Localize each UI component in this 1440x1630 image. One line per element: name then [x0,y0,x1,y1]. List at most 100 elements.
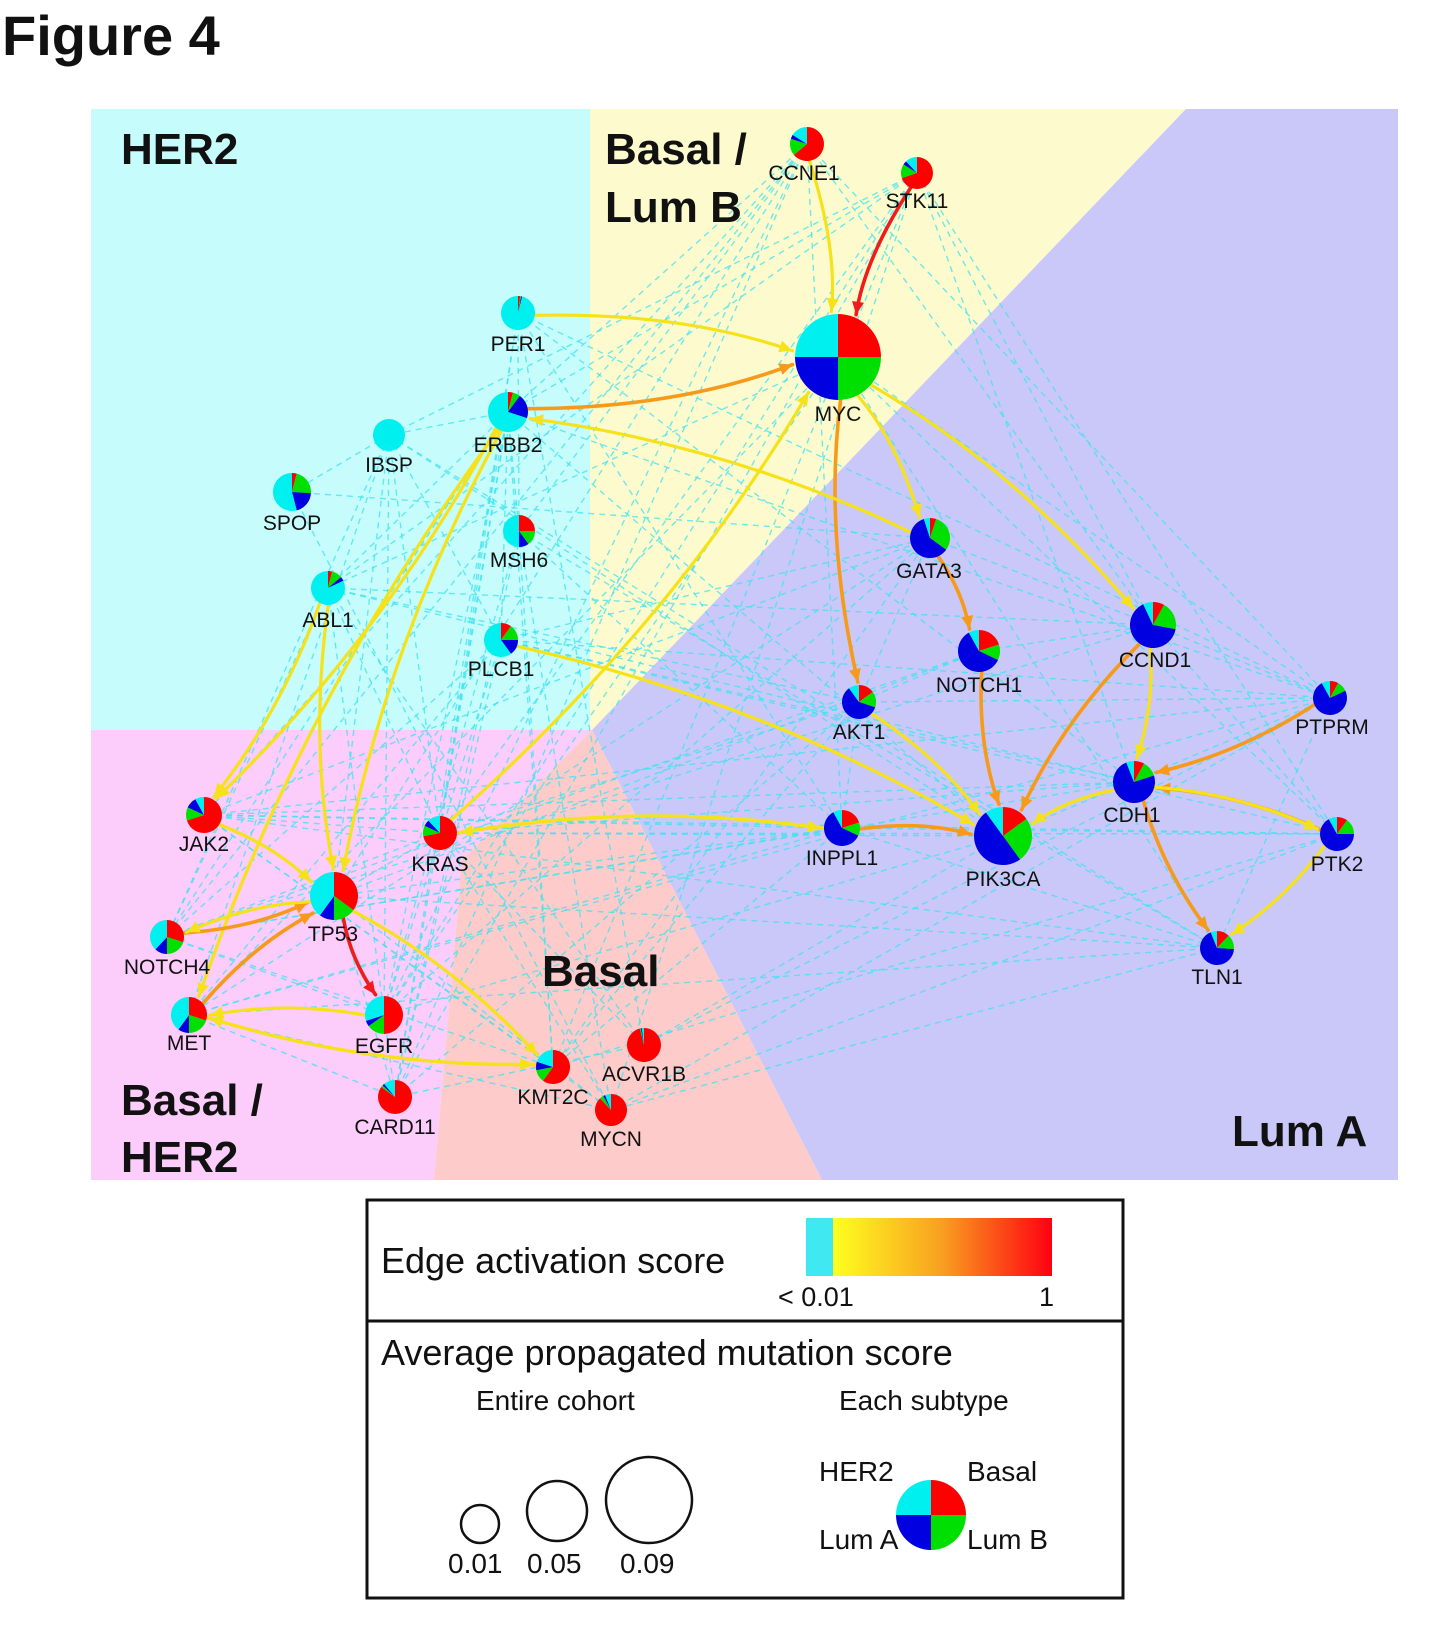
node-erbb2-slice-luma [508,395,528,419]
node-label-kras: KRAS [411,853,468,876]
edge-low-jak2-inppl1 [203,814,843,829]
node-tp53[interactable]: TP53 [308,872,358,946]
node-label-inppl1: INPPL1 [806,847,878,870]
node-abl1-slice-her2 [310,571,345,605]
edge-cdh1-tln1 [1141,799,1210,932]
node-egfr[interactable]: EGFR [355,996,413,1058]
node-plcb1[interactable]: PLCB1 [468,622,535,681]
edge-low-inppl1-tp53 [333,827,843,897]
node-label-mycn: MYCN [580,1128,642,1151]
node-mycn[interactable]: MYCN [580,1093,642,1151]
node-tp53-slice-basal [334,872,359,911]
node-akt1-slice-luma [841,688,876,720]
node-spop[interactable]: SPOP [263,473,321,535]
node-tln1[interactable]: TLN1 [1191,931,1243,989]
node-erbb2-slice-basal [508,392,513,412]
edge-gata3-erbb2 [528,417,913,534]
edge-kras-myc [449,390,811,822]
node-pik3ca-slice-basal [1003,807,1027,836]
node-met-slice-lumb [189,1015,207,1033]
node-label-kmt2c: KMT2C [517,1086,588,1109]
edge-myc-gata3 [855,393,922,520]
node-plcb1-slice-her2 [483,622,511,657]
node-kmt2c[interactable]: KMT2C [517,1050,589,1109]
node-per1[interactable]: PER1 [491,295,546,356]
region-labels: HER2 Basal / Lum B Lum A Basal / HER2 Ba… [121,125,1367,1182]
node-tp53-slice-luma [319,896,334,920]
edge-arrow-plcb1-pik3ca [958,812,974,825]
node-jak2[interactable]: JAK2 [179,797,229,856]
node-spop-slice-luma [292,492,311,511]
node-label-erbb2: ERBB2 [474,434,543,457]
node-plcb1-slice-basal [501,623,511,640]
node-label-per1: PER1 [491,333,546,356]
edge-arrow-kmt2c-met [209,1016,224,1028]
edge-low-spop-mycn [291,491,612,1111]
node-erbb2[interactable]: ERBB2 [474,392,543,457]
node-abl1[interactable]: ABL1 [302,571,354,632]
node-card11[interactable]: CARD11 [354,1080,436,1139]
edge-arrow-ccnd1-cdh1 [1135,743,1147,759]
region-basal-lumb [590,109,1186,730]
node-notch1[interactable]: NOTCH1 [936,630,1022,697]
node-ccne1[interactable]: CCNE1 [768,127,840,185]
edge-low-erbb2-card11 [394,411,509,1098]
node-tln1-slice-lumb [1217,935,1235,950]
node-inppl1-slice-lumb [842,822,861,836]
node-notch4-slice-lumb [167,937,184,954]
edge-low-ccnd1-notch1 [978,624,1154,652]
node-ptk2-slice-luma [1319,819,1354,851]
edge-low-jak2-ptk2 [203,814,1338,835]
node-gata3[interactable]: GATA3 [896,518,962,583]
node-mycn-slice-lumb [600,1095,611,1110]
node-abl1-slice-luma [328,577,344,588]
node-myc-slice-her2 [795,314,838,357]
node-label-plcb1: PLCB1 [468,658,535,681]
node-pik3ca[interactable]: PIK3CA [966,807,1041,891]
node-notch4[interactable]: NOTCH4 [124,920,211,979]
region-label-basal-lumb-line2: Lum B [605,183,742,232]
node-kmt2c-slice-luma [535,1061,553,1071]
node-ibsp[interactable]: IBSP [365,419,413,477]
node-akt1[interactable]: AKT1 [833,685,886,744]
node-ptk2[interactable]: PTK2 [1311,816,1364,876]
region-layer [91,109,1398,1180]
node-ptprm[interactable]: PTPRM [1295,681,1369,739]
edge-low-ibsp-notch4 [166,434,390,938]
node-cdh1[interactable]: CDH1 [1103,761,1161,827]
node-msh6[interactable]: MSH6 [490,515,548,572]
edge-egfr-met [208,1006,367,1017]
node-met[interactable]: MET [167,997,212,1055]
edge-low-inppl1-kmt2c [552,827,843,1068]
edge-low-tln1-met [188,947,1218,1016]
region-label-her2: HER2 [121,125,238,174]
edge-low-ptk2-kmt2c [552,833,1338,1068]
edge-arrow-tp53-notch4 [186,921,201,933]
node-myc[interactable]: MYC [795,314,881,426]
edge-low-akt1-card11 [394,701,860,1098]
node-label-notch4: NOTCH4 [124,956,211,979]
edge-low-plcb1-cdh1 [500,639,1135,783]
edge-low-abl1-ccnd1 [327,587,1154,626]
region-label-basal: Basal [542,947,659,996]
node-stk11[interactable]: STK11 [886,157,949,213]
edge-arrow-cdh1-pik3ca [1032,811,1047,824]
edge-low-spop-gata3 [291,491,931,539]
edge-low-abl1-notch4 [166,587,329,938]
node-inppl1-slice-basal [842,810,860,828]
node-label-card11: CARD11 [354,1116,435,1139]
edge-arrow-gata3-erbb2 [530,414,544,427]
node-erbb2-slice-lumb [508,392,520,412]
edge-low-per1-acvr1b [517,312,645,1046]
node-kras-slice-lumb [422,825,440,837]
node-label-jak2: JAK2 [179,833,229,856]
node-kmt2c-slice-basal [543,1050,571,1084]
node-ccnd1[interactable]: CCND1 [1119,602,1191,672]
edge-low-abl1-acvr1b [327,587,645,1046]
node-egfr-slice-lumb [368,1015,384,1034]
edge-low-jak2-tln1 [203,814,1218,949]
node-inppl1[interactable]: INPPL1 [806,810,878,870]
node-ptk2-slice-lumb [1337,820,1354,834]
node-acvr1b[interactable]: ACVR1B [602,1027,686,1086]
node-kras[interactable]: KRAS [411,816,469,876]
